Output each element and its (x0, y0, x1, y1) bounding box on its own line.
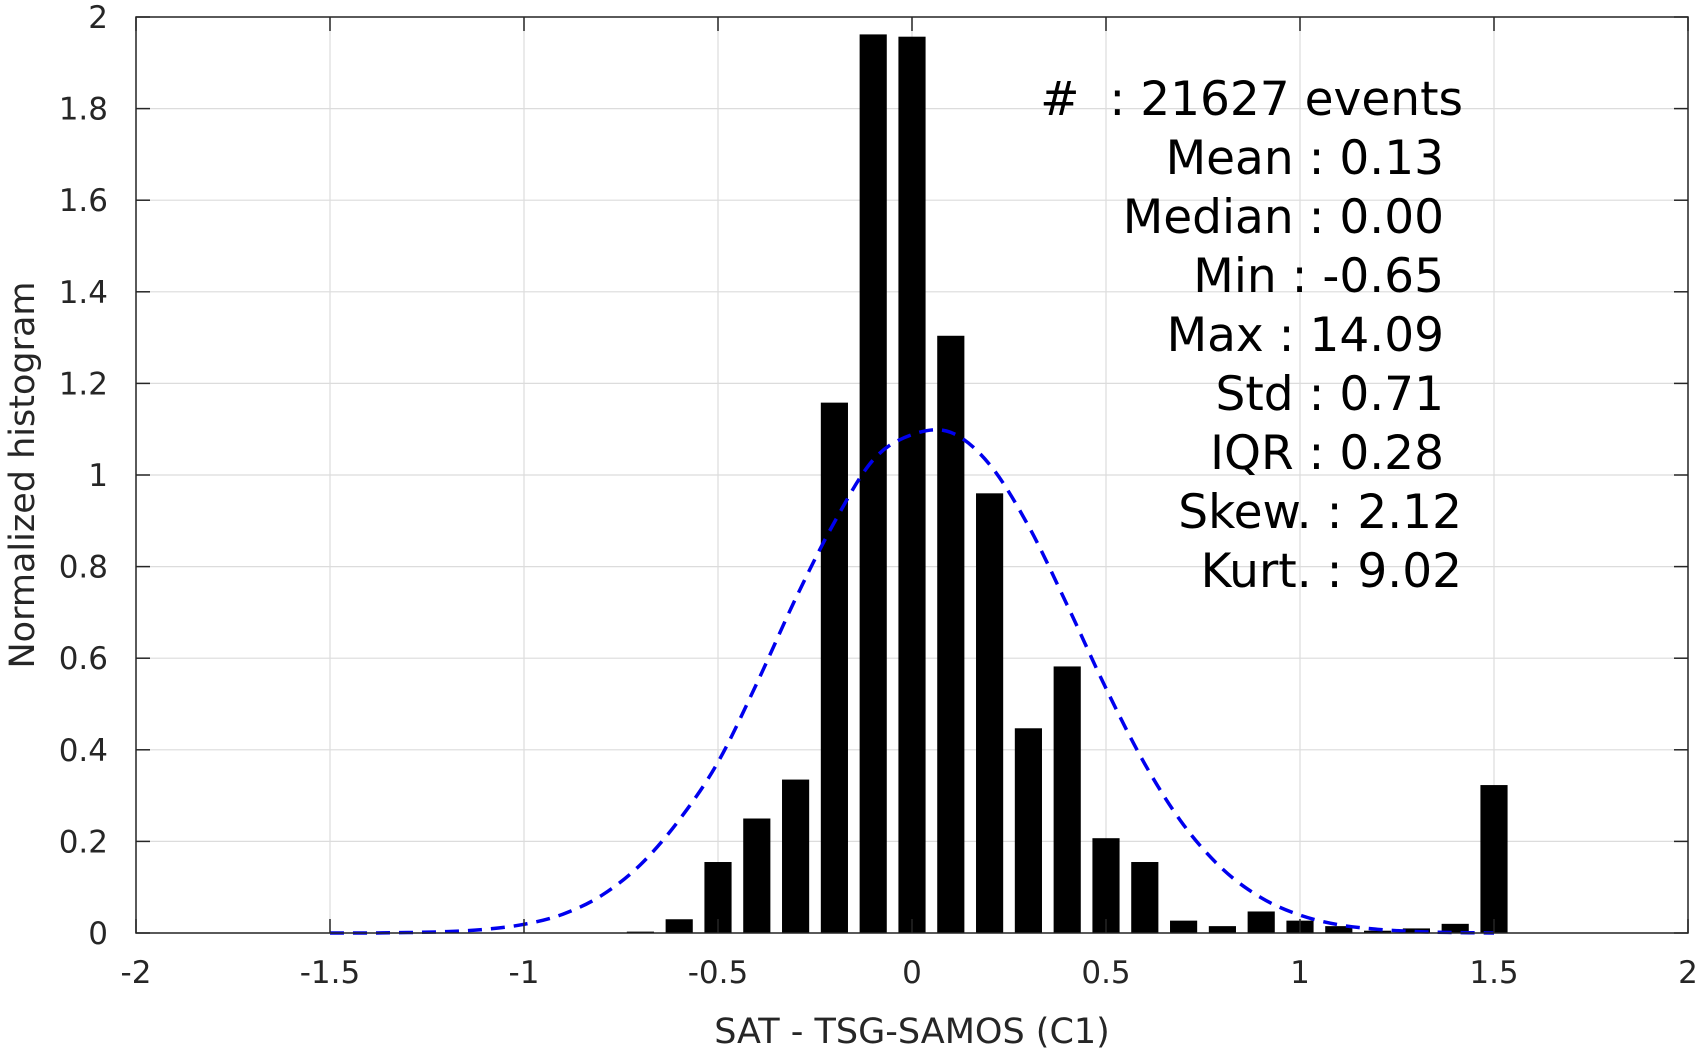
histogram-bar (1131, 862, 1159, 933)
stats-max: Max : 14.09 (1167, 308, 1444, 363)
x-tick-labels: -2 -1.5 -1 -0.5 0 0.5 1 1.5 2 (121, 955, 1698, 991)
x-tick-label: -1 (509, 955, 540, 991)
histogram-bar (782, 779, 810, 933)
stats-skew: Skew. : 2.12 (1178, 485, 1462, 540)
y-tick-label: 0.8 (59, 550, 108, 586)
histogram-bar (898, 36, 926, 934)
y-tick-label: 1 (88, 458, 108, 494)
y-tick-label: 1.6 (59, 183, 108, 219)
stats-std: Std : 0.71 (1216, 367, 1444, 422)
x-axis-label: SAT - TSG-SAMOS (C1) (714, 1012, 1110, 1052)
histogram-bar (937, 335, 965, 933)
x-tick-label: 0 (902, 955, 922, 991)
histogram-bar (1480, 785, 1508, 933)
histogram-bar (820, 402, 848, 933)
histogram-bars (626, 34, 1508, 934)
stats-kurt: Kurt. : 9.02 (1201, 544, 1462, 599)
histogram-bar (1092, 838, 1120, 933)
y-tick-label: 1.2 (59, 366, 108, 402)
stats-iqr: IQR : 0.28 (1210, 426, 1444, 481)
histogram-bar (1364, 930, 1392, 933)
histogram-bar (1325, 926, 1353, 933)
histogram-bar (859, 34, 887, 934)
y-tick-label: 0.2 (59, 824, 108, 860)
y-tick-label: 0.6 (59, 641, 108, 677)
y-tick-labels: 0 0.2 0.4 0.6 0.8 1 1.2 1.4 1.6 1.8 2 (59, 0, 108, 952)
normal-fit-curve (329, 427, 1495, 935)
x-tick-label: 0.5 (1081, 955, 1130, 991)
x-tick-label: -2 (121, 955, 152, 991)
x-tick-label: 1.5 (1469, 955, 1518, 991)
x-tick-label: 2 (1678, 955, 1698, 991)
histogram-bar (1441, 923, 1469, 933)
stats-min: Min : -0.65 (1193, 249, 1444, 304)
histogram-bar (743, 818, 771, 933)
axis-ticks (135, 16, 1689, 934)
histogram-bar (1014, 728, 1042, 933)
x-tick-label: 1 (1290, 955, 1310, 991)
y-tick-label: 1.8 (59, 92, 108, 128)
y-tick-label: 0.4 (59, 733, 108, 769)
histogram-bar (1247, 911, 1275, 933)
x-tick-label: -1.5 (300, 955, 361, 991)
histogram-bar (1208, 926, 1236, 933)
stats-events-count: # : 21627 events (1040, 72, 1463, 127)
histogram-bar (976, 493, 1004, 933)
y-tick-label: 0 (88, 916, 108, 952)
y-tick-label: 2 (88, 0, 108, 36)
histogram-bar (1053, 666, 1081, 933)
stats-mean: Mean : 0.13 (1166, 131, 1444, 186)
histogram-bar (1170, 920, 1198, 933)
y-axis-label: Normalized histogram (3, 281, 43, 668)
y-tick-label: 1.4 (59, 275, 108, 311)
x-tick-label: -0.5 (688, 955, 749, 991)
stats-median: Median : 0.00 (1123, 190, 1444, 245)
histogram-bar (665, 919, 693, 933)
statistics-annotation: # : 21627 events Mean : 0.13 Median : 0.… (1040, 72, 1463, 599)
